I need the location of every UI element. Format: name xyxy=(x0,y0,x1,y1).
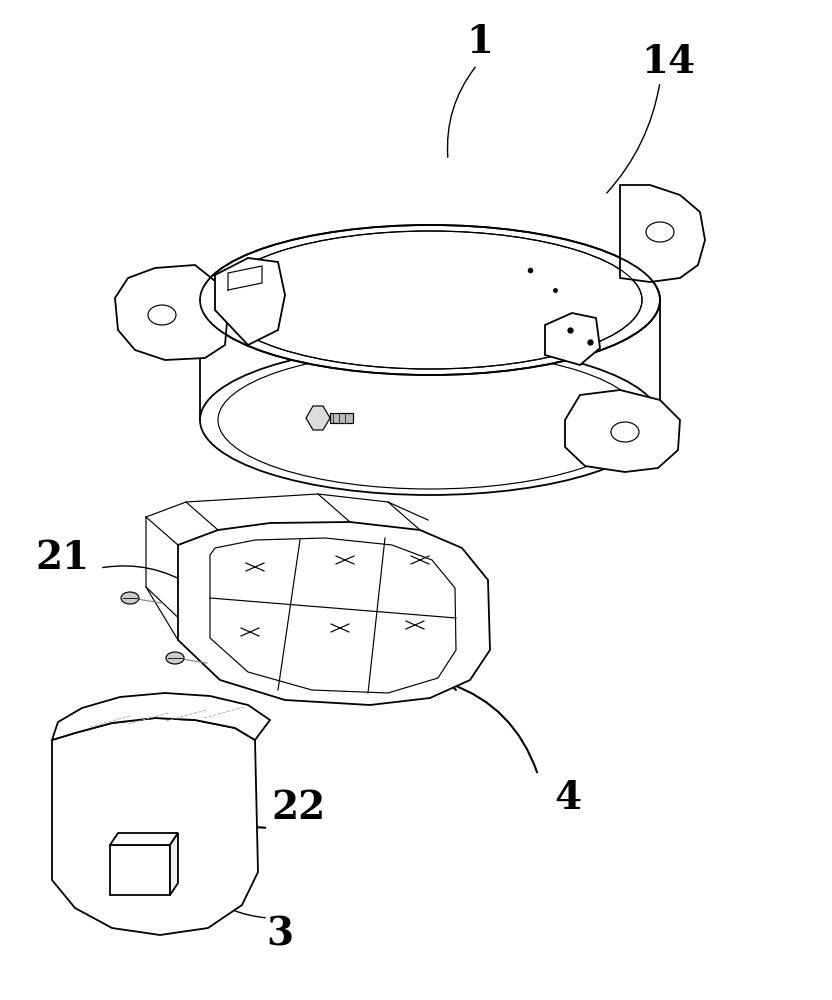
Ellipse shape xyxy=(646,222,674,242)
Polygon shape xyxy=(110,845,170,895)
Polygon shape xyxy=(215,258,285,345)
Polygon shape xyxy=(330,413,353,423)
Polygon shape xyxy=(52,693,270,740)
Polygon shape xyxy=(545,313,600,365)
Text: 1: 1 xyxy=(467,23,493,61)
Ellipse shape xyxy=(611,422,639,442)
Ellipse shape xyxy=(218,351,642,489)
Polygon shape xyxy=(210,538,456,693)
Text: 4: 4 xyxy=(554,779,582,817)
Polygon shape xyxy=(170,833,178,895)
Polygon shape xyxy=(565,390,680,472)
Polygon shape xyxy=(115,265,228,360)
Ellipse shape xyxy=(148,305,176,325)
Ellipse shape xyxy=(121,592,139,604)
Ellipse shape xyxy=(218,231,642,369)
Polygon shape xyxy=(200,300,660,420)
Polygon shape xyxy=(620,185,705,282)
Ellipse shape xyxy=(200,225,660,375)
Polygon shape xyxy=(52,718,258,935)
Text: 21: 21 xyxy=(35,539,89,577)
Polygon shape xyxy=(110,833,178,845)
Polygon shape xyxy=(306,406,330,430)
Text: 22: 22 xyxy=(271,789,325,827)
Ellipse shape xyxy=(200,345,660,495)
Text: 3: 3 xyxy=(266,916,294,954)
Ellipse shape xyxy=(166,652,184,664)
Text: 14: 14 xyxy=(641,43,695,81)
Polygon shape xyxy=(178,522,490,705)
